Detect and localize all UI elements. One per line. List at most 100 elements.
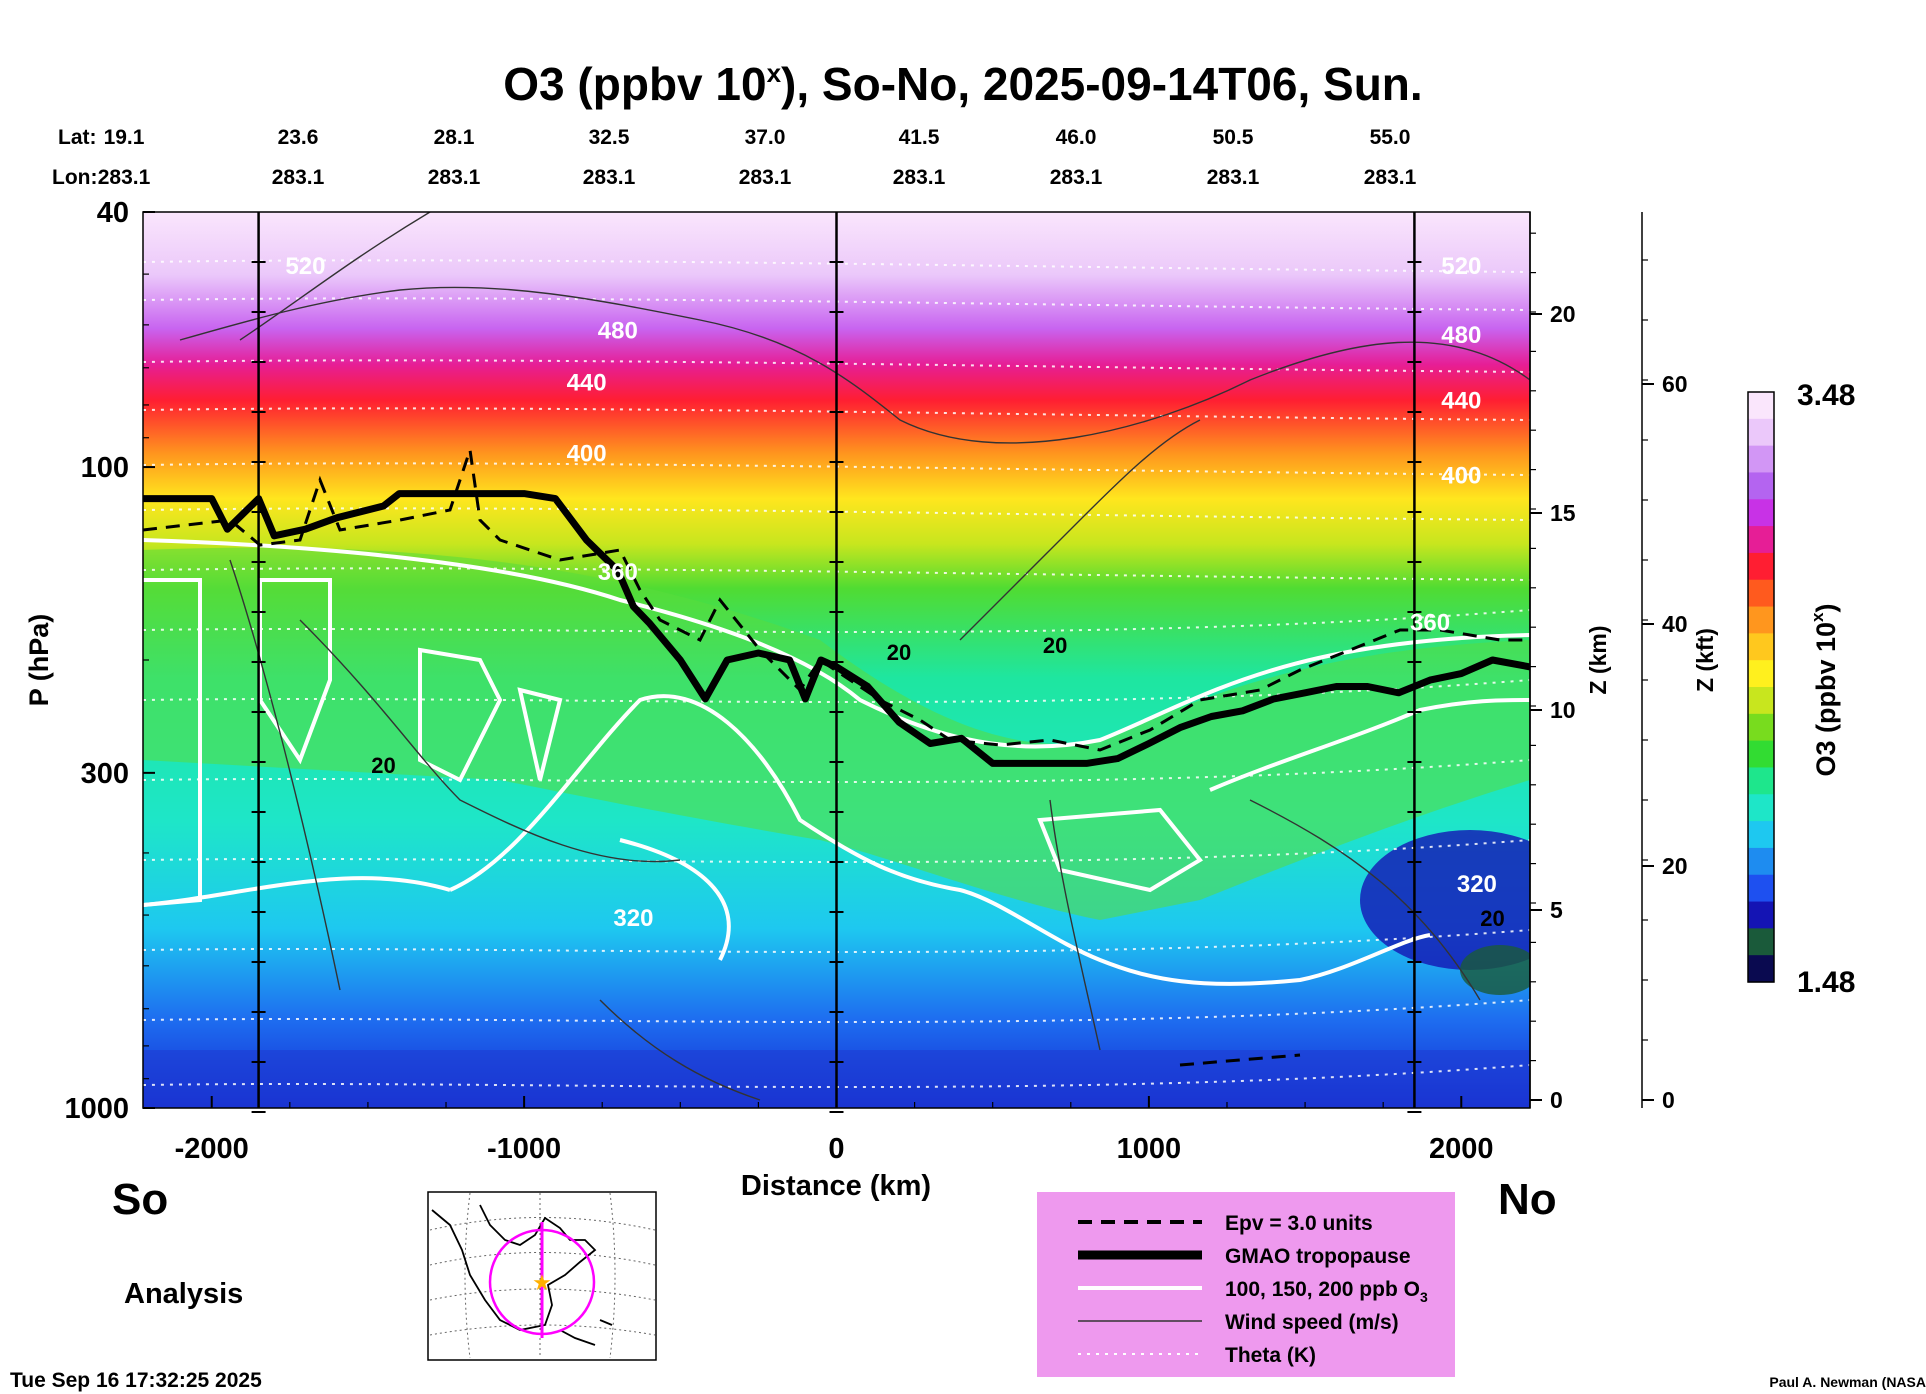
- x-axis: -2000 -1000 0 1000 2000: [175, 1096, 1494, 1165]
- colorbar-swatch: [1748, 579, 1774, 608]
- epv-contour-lower: [1179, 1053, 1301, 1067]
- colorbar-swatch: [1748, 740, 1774, 769]
- lat-value: 28.1: [434, 126, 475, 149]
- chart-title: O3 (ppbv 10x), So-No, 2025-09-14T06, Sun…: [503, 58, 1422, 110]
- lon-value: 283.1: [893, 166, 946, 189]
- tropopause-line: [143, 490, 1530, 767]
- lat-lon-header: Lat: Lon: 19.1 23.6 28.1 32.5 37.0 41.5 46.0 50…: [52, 126, 1417, 189]
- colorbar-swatch: [1748, 767, 1774, 795]
- legend-label-text: Epv = 3.0 units: [1225, 1212, 1373, 1235]
- lat-value: 32.5: [589, 126, 630, 149]
- colorbar-swatch: [1748, 794, 1774, 822]
- inset-map: ★: [427, 1191, 657, 1361]
- z-kft-tick-label: 40: [1662, 611, 1688, 637]
- z-kft-axis: 60 40 20 0: [1641, 212, 1688, 1113]
- z-kft-tick-label: 60: [1662, 371, 1688, 397]
- ozone-contour-mid: [143, 578, 563, 907]
- lat-value: 55.0: [1370, 126, 1411, 149]
- wind-contour: [599, 999, 761, 1101]
- theta-contour-label: 320: [613, 905, 653, 932]
- lon-value: 283.1: [1207, 166, 1260, 189]
- colorbar-swatch: [1748, 499, 1774, 527]
- ozone-contour-north-loop: [1037, 807, 1203, 893]
- z-km-tick-label: 10: [1550, 697, 1576, 723]
- y-tick-label: 1000: [64, 1093, 129, 1125]
- low-ozone-core: [1460, 945, 1530, 995]
- lon-label: Lon:: [52, 166, 97, 189]
- z-km-tick-label: 15: [1550, 500, 1576, 526]
- tropopause-polyline: [143, 490, 1530, 767]
- z-km-tick-label: 5: [1550, 897, 1563, 923]
- colorbar-swatch: [1748, 955, 1774, 983]
- x-tick-label: 1000: [1117, 1133, 1182, 1165]
- theta-contour-label: 480: [1441, 322, 1481, 349]
- colorbar-title: O3 (ppbv 10x): [1808, 603, 1841, 776]
- wind-contour-label: 20: [371, 753, 395, 778]
- theta-contour-label: 320: [1457, 871, 1497, 898]
- y-tick-label: 100: [81, 452, 129, 484]
- z-km-tick-label: 0: [1550, 1087, 1563, 1113]
- lon-value: 283.1: [739, 166, 792, 189]
- legend: Epv = 3.0 units GMAO tropopause 100, 150, …: [1037, 1192, 1455, 1377]
- north-label: No: [1498, 1175, 1557, 1224]
- z-km-axis-label: Z (km): [1585, 626, 1611, 695]
- x-tick-label: -2000: [175, 1133, 249, 1165]
- ozone-contour-upper: [143, 538, 1530, 749]
- colorbar-swatch: [1748, 874, 1774, 903]
- y-axis-label: P (hPa): [24, 614, 54, 707]
- z-kft-axis-label: Z (kft): [1692, 628, 1718, 692]
- lat-value: 37.0: [745, 126, 786, 149]
- colorbar-swatch: [1748, 713, 1774, 742]
- lat-value: 41.5: [899, 126, 940, 149]
- legend-label: Wind speed (m/s): [1225, 1311, 1399, 1334]
- lat-value: 23.6: [278, 126, 319, 149]
- colorbar-swatch: [1748, 687, 1774, 715]
- colorbar-swatch: [1748, 445, 1774, 474]
- map-coastline: [431, 1204, 613, 1346]
- south-label: So: [112, 1175, 168, 1224]
- wind-contour-label: 20: [1043, 633, 1067, 658]
- lat-value: 46.0: [1056, 126, 1097, 149]
- colorbar-swatch: [1748, 847, 1774, 876]
- theta-contour-label: 480: [598, 317, 638, 344]
- theta-contour-label: 440: [567, 370, 607, 397]
- epv-contour: [143, 449, 1530, 752]
- legend-label: GMAO tropopause: [1225, 1245, 1411, 1268]
- wind-contour: [959, 419, 1201, 641]
- colorbar-swatch: [1748, 606, 1774, 634]
- x-tick-label: 2000: [1429, 1133, 1494, 1165]
- z-km-tick-label: 20: [1550, 301, 1576, 327]
- wind-contour: [1249, 799, 1481, 1001]
- legend-label: 100, 150, 200 ppb O3: [1225, 1278, 1428, 1305]
- wind-contour: [239, 212, 431, 341]
- legend-label-text: GMAO tropopause: [1225, 1245, 1411, 1268]
- lon-value: 283.1: [583, 166, 636, 189]
- z-kft-tick-label: 20: [1662, 853, 1688, 879]
- colorbar-swatch: [1748, 633, 1774, 661]
- colorbar-swatch: [1748, 901, 1774, 929]
- ozone-contour-south: [143, 838, 731, 961]
- legend-label-subscript: 3: [1420, 1289, 1428, 1305]
- colorbar-swatch: [1748, 928, 1774, 956]
- lat-value: 19.1: [104, 126, 145, 149]
- colorbar-swatch: [1748, 472, 1774, 500]
- colorbar: 3.48 1.48 O3 (ppbv 10x): [1747, 379, 1855, 999]
- wind-contour-label: 20: [887, 640, 911, 665]
- legend-label: Theta (K): [1225, 1344, 1316, 1367]
- lon-value: 283.1: [98, 166, 151, 189]
- theta-contour-label: 360: [598, 559, 638, 586]
- legend-label: Epv = 3.0 units: [1225, 1212, 1373, 1235]
- analysis-label: Analysis: [124, 1278, 243, 1310]
- colorbar-swatch: [1748, 526, 1774, 554]
- lon-value: 283.1: [1364, 166, 1417, 189]
- timestamp: Tue Sep 16 17:32:25 2025: [10, 1369, 262, 1392]
- x-tick-label: -1000: [487, 1133, 561, 1165]
- theta-contour-label: 360: [1410, 610, 1450, 637]
- lat-value: 50.5: [1213, 126, 1254, 149]
- z-kft-tick-label: 0: [1662, 1087, 1675, 1113]
- x-axis-label: Distance (km): [741, 1170, 931, 1202]
- colorbar-swatch: [1748, 660, 1774, 688]
- theta-contour-label: 520: [285, 253, 325, 280]
- lon-value: 283.1: [1050, 166, 1103, 189]
